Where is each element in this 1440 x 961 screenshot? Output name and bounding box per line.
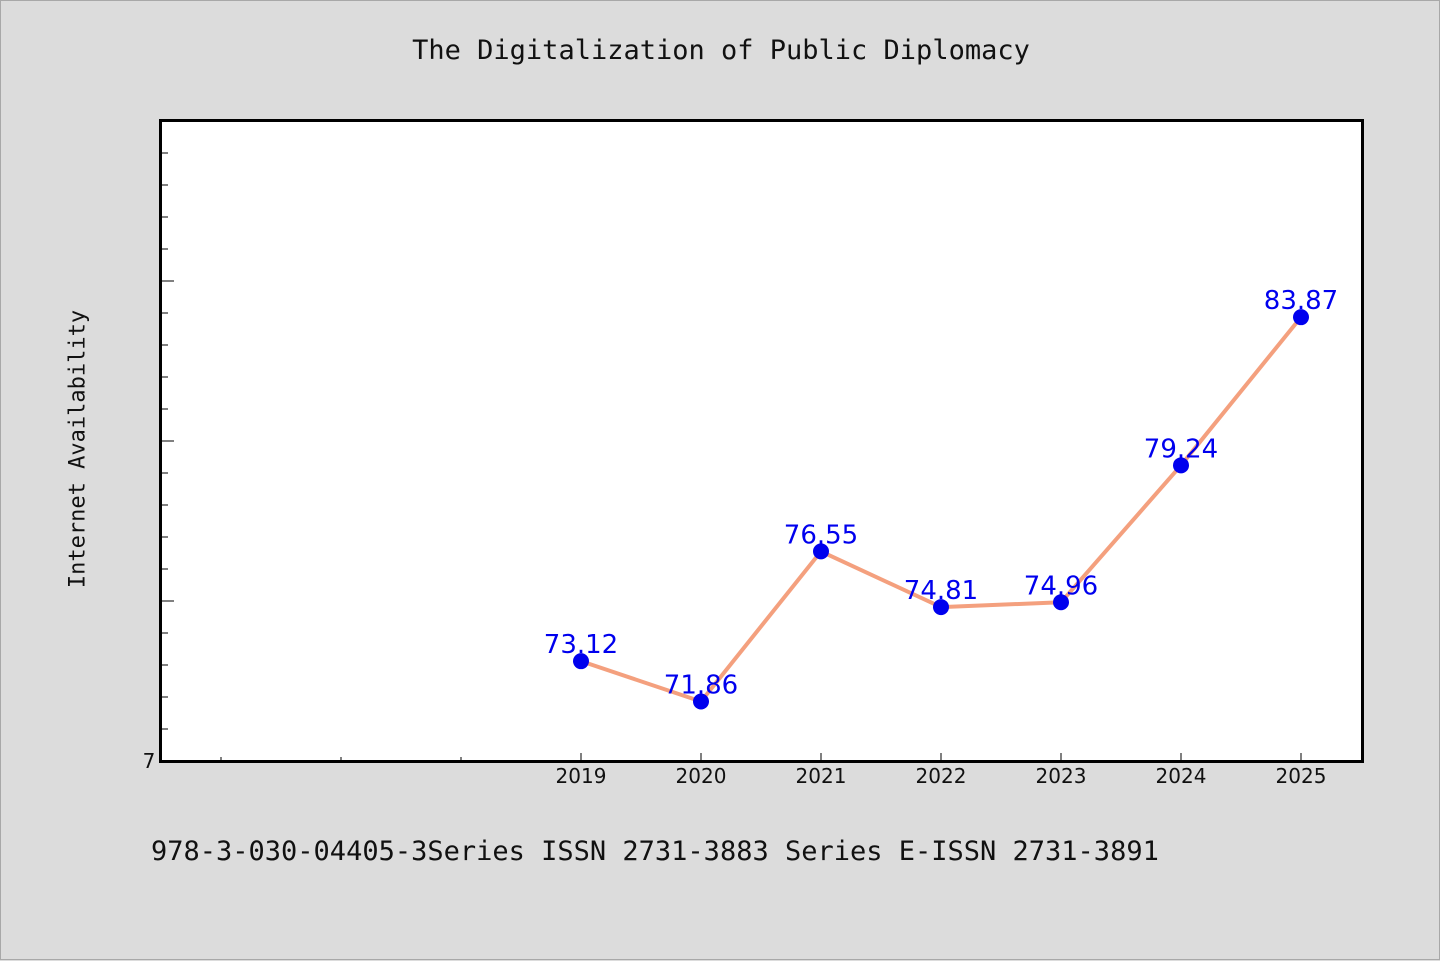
- data-label-2025: 83.87: [1264, 286, 1338, 316]
- footer-isbn-issn: 978-3-030-04405-3Series ISSN 2731-3883 S…: [151, 836, 1159, 867]
- data-label-2020: 71.86: [664, 670, 738, 700]
- chart-title: The Digitalization of Public Diplomacy: [412, 35, 1030, 66]
- data-point-2024: [1173, 457, 1189, 474]
- x-tick-label-2019: 2019: [556, 764, 607, 788]
- series-markers: [573, 309, 1309, 710]
- data-point-2019: [573, 653, 589, 670]
- data-point-2025: [1293, 309, 1309, 326]
- data-labels: 73.12 71.86 76.55 74.81 74.96 79.24 83.87: [544, 286, 1338, 700]
- data-label-2021: 76.55: [784, 520, 858, 550]
- data-point-2021: [813, 543, 829, 560]
- x-tick-label-2025: 2025: [1276, 764, 1327, 788]
- data-label-2022: 74.81: [904, 576, 978, 606]
- y-axis-ticks: [161, 152, 174, 730]
- x-axis-tick-labels: 2019 2020 2021 2022 2023 2024 2025: [556, 764, 1327, 788]
- x-tick-label-2021: 2021: [796, 764, 847, 788]
- data-label-2023: 74.96: [1024, 571, 1098, 601]
- data-label-2019: 73.12: [544, 630, 618, 660]
- x-tick-label-2023: 2023: [1036, 764, 1087, 788]
- x-tick-label-2022: 2022: [916, 764, 967, 788]
- x-tick-label-2024: 2024: [1156, 764, 1207, 788]
- data-point-2020: [693, 693, 709, 710]
- data-point-2023: [1053, 594, 1069, 611]
- data-point-2022: [933, 599, 949, 616]
- y-axis-origin-label: 7: [143, 749, 156, 773]
- y-axis-label: Internet Availability: [65, 309, 91, 589]
- data-label-2024: 79.24: [1144, 434, 1218, 464]
- x-tick-label-2020: 2020: [676, 764, 727, 788]
- plot-area: [159, 119, 1364, 763]
- x-axis-ticks: [220, 753, 1302, 761]
